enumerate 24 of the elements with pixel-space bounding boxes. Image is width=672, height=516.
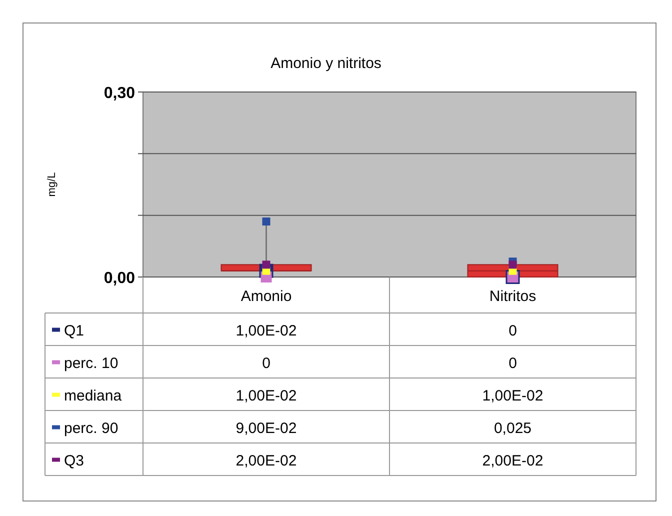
data-label: 0 (262, 354, 270, 372)
legend-label: Q1 (64, 322, 84, 340)
y-axis-title: mg/L (46, 172, 58, 197)
data-label: 1,00E-02 (482, 387, 544, 404)
point (262, 260, 270, 269)
data-label: 0 (508, 322, 517, 340)
point (262, 218, 270, 226)
data-label: 9,00E-02 (236, 420, 297, 437)
legend-label: perc. 10 (64, 354, 118, 372)
x-tick-label: Nitritos (489, 288, 536, 305)
data-label: 0 (508, 354, 517, 372)
point (508, 260, 517, 269)
legend-label: mediana (64, 387, 122, 404)
legend-label: perc. 90 (64, 420, 118, 437)
y-tick-label: 0,00 (104, 270, 136, 287)
data-label: 2,00E-02 (236, 452, 297, 470)
data-label: 1,00E-02 (236, 387, 297, 404)
data-label: 1,00E-02 (236, 322, 297, 340)
legend-label: Q3 (64, 452, 84, 470)
data-label: 0,025 (494, 420, 532, 437)
y-tick-label: 0,30 (104, 85, 136, 102)
x-tick-label: Amonio (240, 288, 292, 305)
chart-title: Amonio y nitritos (270, 55, 382, 72)
data-label: 2,00E-02 (482, 452, 544, 470)
